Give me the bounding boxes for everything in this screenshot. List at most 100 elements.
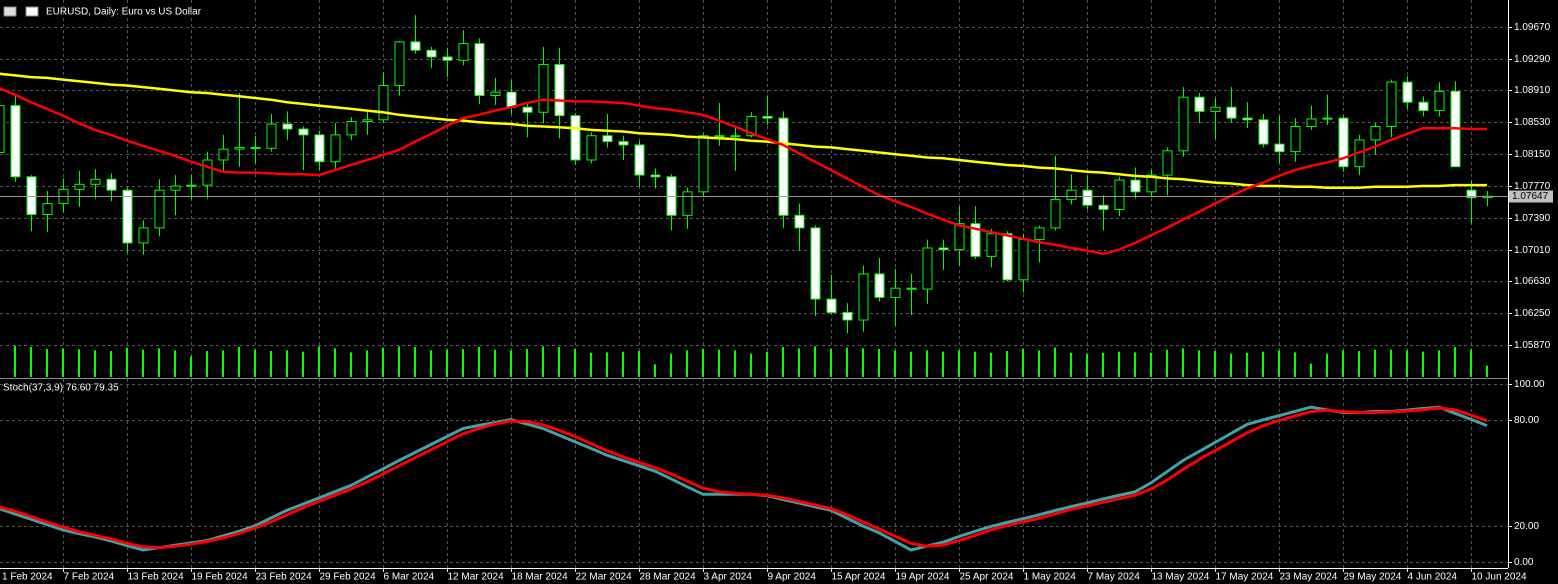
volume-bar <box>1486 365 1488 377</box>
candle-body <box>1130 179 1141 193</box>
candle-body <box>858 273 869 321</box>
x-tick-label: 23 May 2024 <box>1280 572 1338 583</box>
volume-bar <box>238 347 240 377</box>
candle-body <box>522 106 533 113</box>
candle-body <box>1082 189 1093 206</box>
x-tick-label: 6 Mar 2024 <box>384 572 435 583</box>
volume-bar <box>158 348 160 377</box>
candle-body <box>1386 81 1397 128</box>
candle-body <box>458 43 469 61</box>
x-tick-label: 22 Mar 2024 <box>576 572 633 583</box>
candle-body <box>698 135 709 193</box>
candle-body <box>650 174 661 178</box>
volume-bar <box>350 352 352 377</box>
volume-bar <box>702 349 704 377</box>
candle-body <box>1434 90 1445 112</box>
volume-bar <box>622 351 624 377</box>
candle-body <box>42 203 53 215</box>
x-tick-label: 23 Feb 2024 <box>256 572 313 583</box>
candle-body <box>1162 150 1173 176</box>
volume-bar <box>302 351 304 377</box>
candle-body <box>218 148 229 161</box>
candle-body <box>922 247 933 290</box>
volume-bar <box>750 353 752 377</box>
volume-bar <box>766 351 768 377</box>
volume-bar <box>142 349 144 377</box>
candle-body <box>810 227 821 300</box>
menu-icon[interactable] <box>3 6 17 17</box>
volume-bar <box>62 348 64 377</box>
volume-bar <box>510 350 512 377</box>
candle-body <box>1402 81 1413 103</box>
x-tick-label: 13 Feb 2024 <box>128 572 185 583</box>
moving-average <box>0 87 1487 256</box>
y-tick-label: 1.09290 <box>1514 54 1551 65</box>
candle-body <box>490 91 501 97</box>
candle-body <box>570 115 581 161</box>
candle-body <box>26 176 37 215</box>
y-tick-label: 1.06250 <box>1514 308 1551 319</box>
volume-bar <box>1070 353 1072 377</box>
candle-body <box>794 214 805 229</box>
candle-body <box>442 56 453 61</box>
volume-bar <box>1134 352 1136 377</box>
y-tick-label: 0.00 <box>1514 557 1534 568</box>
x-tick-label: 7 Feb 2024 <box>64 572 115 583</box>
candle-body <box>1066 189 1077 200</box>
volume-bar <box>1198 350 1200 377</box>
candle-body <box>730 135 741 138</box>
volume-bar <box>654 364 656 377</box>
candle-body <box>330 134 341 163</box>
volume-bar <box>958 350 960 377</box>
x-tick-label: 9 Apr 2024 <box>768 572 817 583</box>
x-tick-label: 7 May 2024 <box>1088 572 1141 583</box>
x-tick-label: 29 Feb 2024 <box>320 572 377 583</box>
volume-bar <box>814 346 816 377</box>
volume-bar <box>1294 352 1296 377</box>
candle-body <box>1178 96 1189 152</box>
candle-body <box>1466 189 1477 199</box>
candle-body <box>394 41 405 86</box>
volume-bar <box>206 351 208 377</box>
y-tick-label: 1.08910 <box>1514 85 1551 96</box>
volume-bar <box>1086 353 1088 377</box>
candle-body <box>266 123 277 149</box>
volume-bar <box>590 353 592 377</box>
candle-body <box>746 115 757 137</box>
candle-body <box>426 49 437 58</box>
candle-body <box>1418 101 1429 112</box>
candle-body <box>10 105 21 178</box>
volume-bar <box>382 347 384 377</box>
volume-bar <box>478 347 480 377</box>
volume-bar <box>606 352 608 377</box>
volume-bar <box>1102 353 1104 377</box>
volume-bar <box>846 347 848 377</box>
volume-bar <box>1182 348 1184 377</box>
candle-body <box>250 146 261 149</box>
x-tick-label: 19 Feb 2024 <box>192 572 249 583</box>
candle-body <box>618 141 629 146</box>
volume-bar <box>1166 349 1168 377</box>
volume-bar <box>446 349 448 377</box>
chart-title: EURUSD, Daily: Euro vs US Dollar <box>46 7 202 18</box>
x-tick-label: 29 May 2024 <box>1344 572 1402 583</box>
volume-bar <box>878 349 880 377</box>
chart-icon[interactable] <box>25 6 39 17</box>
volume-bar <box>318 346 320 377</box>
volume-bar <box>46 349 48 377</box>
volume-bar <box>126 347 128 377</box>
candle-body <box>1050 198 1061 229</box>
x-tick-label: 3 Apr 2024 <box>704 572 753 583</box>
volume-bar <box>1246 353 1248 377</box>
volume-bar <box>670 353 672 377</box>
volume-bar <box>974 351 976 377</box>
volume-bar <box>782 347 784 377</box>
candle-body <box>682 191 693 216</box>
candle-body <box>954 223 965 251</box>
candle-body <box>538 64 549 113</box>
x-tick-label: 1 May 2024 <box>1024 572 1077 583</box>
volume-bar <box>1038 350 1040 377</box>
volume-bar <box>286 350 288 377</box>
